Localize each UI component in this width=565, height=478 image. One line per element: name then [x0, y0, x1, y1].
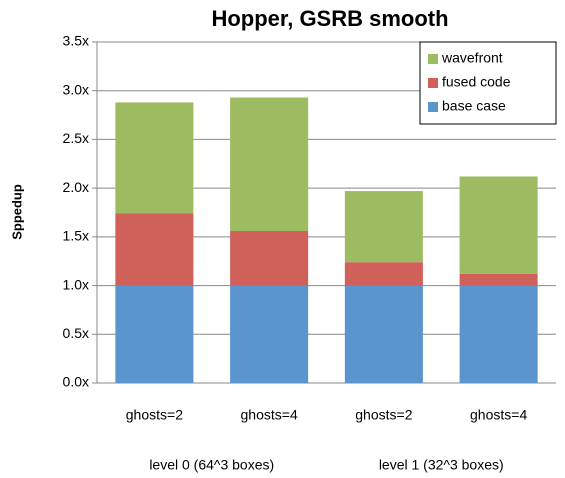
y-tick-label: 3.0x	[63, 81, 89, 97]
bar-segment	[344, 262, 423, 286]
group-label: level 0 (64^3 boxes)	[149, 457, 274, 473]
bar-segment	[459, 176, 538, 274]
legend-swatch	[428, 78, 438, 88]
bar-segment	[115, 102, 194, 214]
legend-swatch	[428, 54, 438, 64]
legend-swatch	[428, 102, 438, 112]
y-tick-label: 3.5x	[63, 33, 89, 49]
x-tick-label: ghosts=4	[470, 407, 527, 423]
bar-segment	[115, 285, 194, 383]
legend-label: fused code	[442, 74, 511, 90]
bar-segment	[230, 231, 309, 286]
legend-label: base case	[442, 98, 506, 114]
x-tick-label: ghosts=2	[355, 407, 412, 423]
group-label: level 1 (32^3 boxes)	[379, 457, 504, 473]
bar-segment	[115, 213, 194, 286]
y-tick-label: 0.0x	[63, 374, 89, 390]
bar-segment	[344, 285, 423, 383]
bar-segment	[230, 285, 309, 383]
bar-segment	[230, 97, 309, 232]
y-axis-label: Sppedup	[9, 184, 24, 240]
legend-box	[419, 41, 557, 125]
y-tick-label: 2.5x	[63, 130, 89, 146]
y-tick-label: 1.5x	[63, 228, 89, 244]
bar-segment	[459, 273, 538, 286]
y-tick-label: 2.0x	[63, 179, 89, 195]
x-tick-label: ghosts=2	[126, 407, 183, 423]
y-tick-label: 0.5x	[63, 325, 89, 341]
y-tick-label: 1.0x	[63, 276, 89, 292]
chart-title: Hopper, GSRB smooth	[211, 6, 448, 31]
bar-segment	[344, 191, 423, 263]
bar-segment	[459, 285, 538, 383]
x-tick-label: ghosts=4	[241, 407, 298, 423]
legend-label: wavefront	[441, 50, 503, 66]
